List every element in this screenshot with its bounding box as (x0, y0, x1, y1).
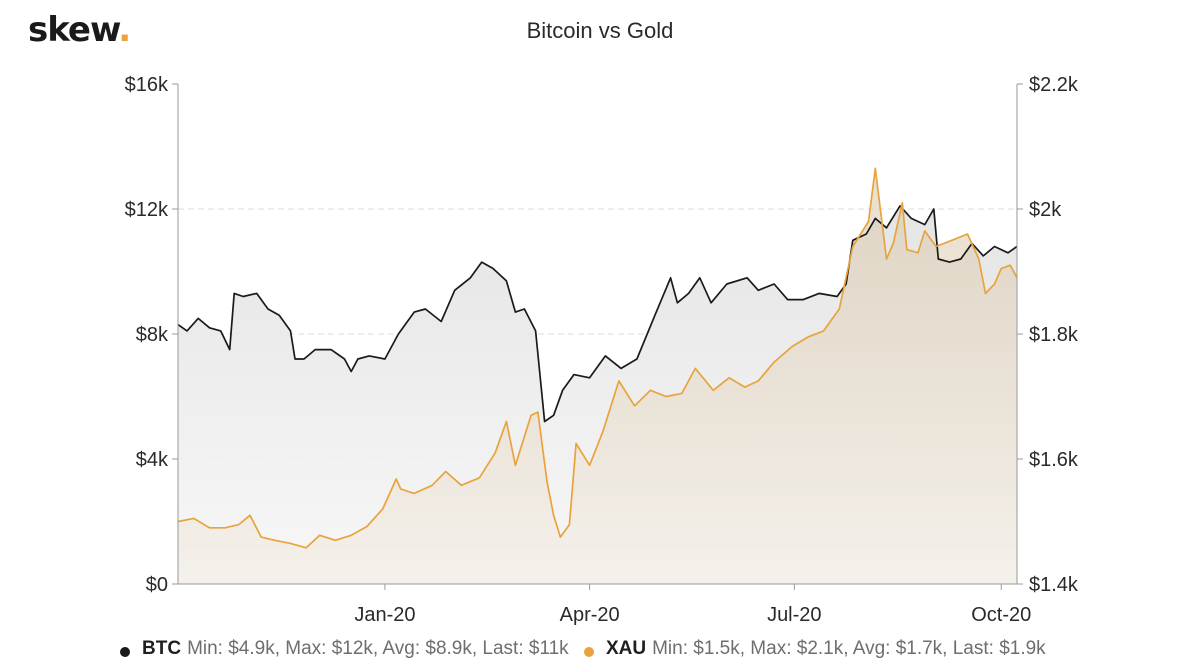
skew-logo: skew. (28, 10, 131, 50)
chart-title: Bitcoin vs Gold (526, 18, 674, 43)
btc-marker-icon (120, 646, 130, 657)
y-right-tick-label: $2k (1029, 199, 1062, 221)
y-left-tick-label: $4k (136, 449, 169, 471)
legend-item-btc[interactable]: BTC Min: $4.9k, Max: $12k, Avg: $8.9k, La… (120, 638, 569, 660)
legend-stats-xau: Min: $1.5k, Max: $2.1k, Avg: $1.7k, Last… (652, 638, 1046, 659)
y-right-tick-label: $1.6k (1029, 449, 1079, 471)
legend-stats-btc: Min: $4.9k, Max: $12k, Avg: $8.9k, Last:… (187, 638, 569, 659)
y-right-tick-label: $2.2k (1029, 74, 1079, 96)
y-left-tick-label: $16k (125, 74, 169, 96)
xau-series-line (177, 167, 1018, 549)
legend: BTC Min: $4.9k, Max: $12k, Avg: $8.9k, La… (120, 638, 1056, 660)
y-left-tick-label: $12k (125, 199, 169, 221)
x-tick-label: Apr-20 (560, 604, 620, 626)
y-right-tick-label: $1.4k (1029, 574, 1079, 596)
xau-area (178, 168, 1017, 584)
xau-marker-icon (583, 646, 594, 657)
y-right-tick-label: $1.8k (1029, 324, 1079, 346)
x-tick-label: Oct-20 (971, 604, 1031, 626)
tick-labels: $0 $4k $8k $12k $16k $1.4k $1.6k $1.8k $2k $2.2k J… (125, 74, 1079, 626)
legend-name-btc: BTC (142, 638, 182, 659)
axes (172, 83, 1023, 590)
btc-series-line (177, 205, 1018, 423)
y-left-tick-label: $0 (146, 574, 168, 596)
legend-item-xau[interactable]: XAU Min: $1.5k, Max: $2.1k, Avg: $1.7k, L… (583, 638, 1046, 660)
legend-name-xau: XAU (605, 638, 647, 659)
y-left-tick-label: $8k (136, 324, 169, 346)
x-tick-label: Jul-20 (767, 604, 821, 626)
x-tick-label: Jan-20 (354, 604, 415, 626)
